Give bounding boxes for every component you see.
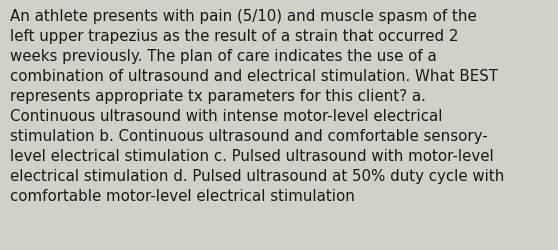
Text: An athlete presents with pain (5/10) and muscle spasm of the
left upper trapeziu: An athlete presents with pain (5/10) and…: [10, 9, 504, 203]
